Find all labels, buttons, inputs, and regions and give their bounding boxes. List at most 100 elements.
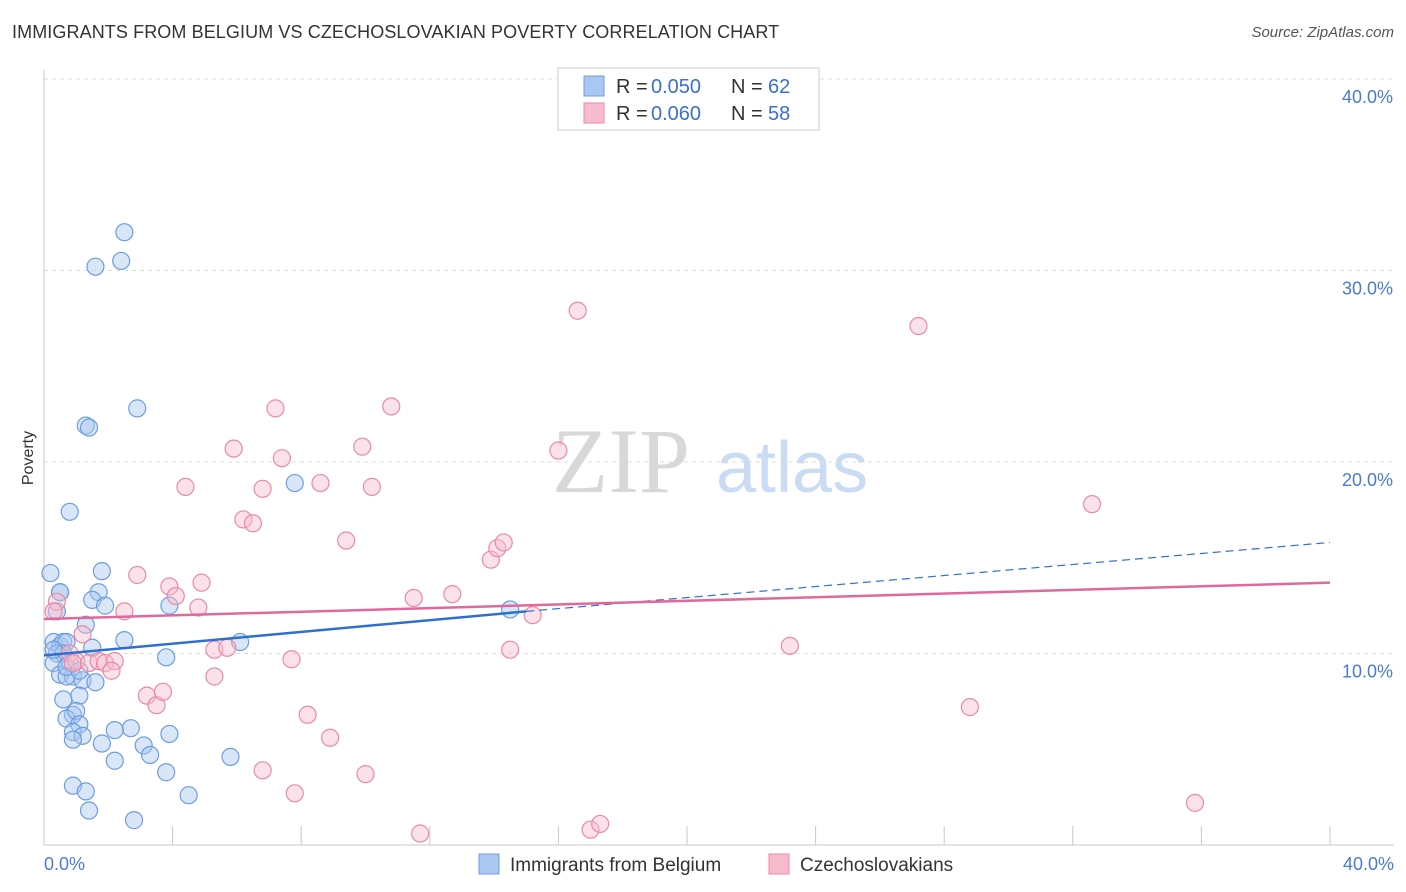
legend-r-value-belgium: 0.050 — [651, 76, 701, 98]
belgium-trend-line — [43, 610, 527, 657]
bottom-legend: Immigrants from Belgium Czechoslovakians — [478, 853, 953, 876]
czech-point — [253, 761, 272, 780]
belgium-point — [124, 811, 144, 830]
czech-point — [549, 441, 568, 460]
legend-r-value-czech: 0.060 — [651, 103, 701, 125]
chart-title: IMMIGRANTS FROM BELGIUM VS CZECHOSLOVAKI… — [12, 22, 780, 42]
belgium-point — [157, 648, 176, 667]
watermark-atlas: atlas — [716, 428, 868, 508]
czech-point — [909, 316, 928, 336]
czech-point — [218, 638, 237, 657]
czech-point — [253, 479, 272, 498]
belgium-point — [50, 583, 70, 602]
czech-point — [443, 585, 462, 604]
czech-point — [591, 814, 610, 834]
czech-point — [205, 667, 224, 686]
czech-point — [266, 399, 285, 418]
legend-swatch-belgium — [583, 75, 605, 97]
czech-point — [1185, 793, 1205, 812]
series-czech-points — [44, 301, 1205, 843]
belgium-point — [73, 726, 92, 745]
legend-n-value-belgium: 62 — [768, 76, 790, 98]
czech-point — [960, 698, 980, 717]
czech-point — [568, 301, 587, 320]
belgium-point — [105, 751, 124, 770]
legend-box: R = 0.050 N = 62 R = 0.060 N = 58 — [557, 67, 820, 131]
y-tick-labels: 10.0% 20.0% 30.0% 40.0% — [1342, 87, 1393, 682]
belgium-point — [121, 719, 140, 738]
czech-point — [282, 650, 301, 669]
czech-point — [411, 824, 430, 843]
czech-point — [494, 533, 513, 552]
czech-point — [523, 606, 542, 625]
czech-point — [73, 625, 92, 644]
czech-point — [780, 636, 799, 655]
x-tick-label-max: 40.0% — [1343, 854, 1394, 874]
czech-point — [321, 728, 340, 747]
trend-lines — [43, 541, 1331, 657]
bottom-legend-label-belgium: Immigrants from Belgium — [510, 855, 721, 876]
axes — [43, 70, 1394, 846]
source-label: Source: ZipAtlas.com — [1251, 24, 1394, 41]
legend-n-label-belgium: N = — [731, 76, 763, 98]
gridlines — [44, 78, 1394, 654]
y-tick-label-20: 20.0% — [1342, 470, 1393, 490]
series-belgium-points — [41, 223, 520, 830]
belgium-point — [221, 747, 240, 767]
czech-point — [1082, 495, 1102, 514]
belgium-point — [160, 596, 179, 615]
y-axis-label: Poverty — [20, 431, 37, 485]
czech-point — [362, 477, 382, 496]
belgium-point — [63, 730, 83, 749]
belgium-point — [115, 630, 134, 650]
belgium-point — [160, 724, 179, 744]
bottom-legend-label-czech: Czechoslovakians — [800, 855, 953, 876]
belgium-point — [54, 690, 73, 709]
belgium-point — [140, 745, 160, 765]
czech-point — [337, 531, 356, 550]
czech-point — [189, 598, 208, 617]
belgium-point — [76, 615, 95, 634]
czech-point — [160, 577, 179, 596]
bottom-legend-swatch-czech — [768, 853, 790, 875]
belgium-point — [63, 722, 83, 742]
legend-r-label-czech: R = — [616, 103, 648, 125]
czech-point — [192, 573, 211, 592]
czech-point — [153, 682, 173, 701]
belgium-point — [179, 786, 198, 805]
belgium-point — [134, 736, 153, 755]
czech-point — [356, 765, 375, 784]
y-tick-label-30: 30.0% — [1342, 279, 1393, 299]
y-tick-label-40: 40.0% — [1342, 87, 1393, 107]
czech-point — [382, 397, 401, 416]
belgium-point — [157, 763, 176, 782]
x-tick-label-min: 0.0% — [44, 854, 85, 874]
czech-point — [234, 510, 253, 529]
belgium-point — [76, 416, 95, 435]
belgium-point — [86, 257, 105, 276]
czech-point — [176, 477, 195, 496]
bottom-legend-swatch-belgium — [478, 853, 500, 875]
legend-r-label-belgium: R = — [616, 76, 648, 98]
y-tick-label-10: 10.0% — [1342, 662, 1393, 682]
czech-point — [47, 592, 66, 611]
czech-point — [581, 820, 600, 839]
czech-point — [501, 640, 520, 659]
belgium-trend-extension — [526, 541, 1331, 612]
belgium-point — [128, 399, 147, 418]
x-tick-marks — [43, 826, 1331, 845]
czech-point — [102, 661, 121, 680]
watermark-zip: ZIP — [552, 410, 690, 512]
czech-point — [105, 652, 124, 671]
czech-point — [243, 514, 263, 533]
belgium-point — [79, 801, 99, 820]
czech-point — [44, 602, 63, 621]
belgium-point — [86, 673, 105, 692]
belgium-point — [60, 502, 79, 521]
czech-point — [166, 586, 185, 606]
czech-point — [285, 784, 304, 803]
czech-point — [224, 439, 243, 458]
czech-point — [481, 550, 500, 569]
belgium-point — [95, 596, 115, 615]
